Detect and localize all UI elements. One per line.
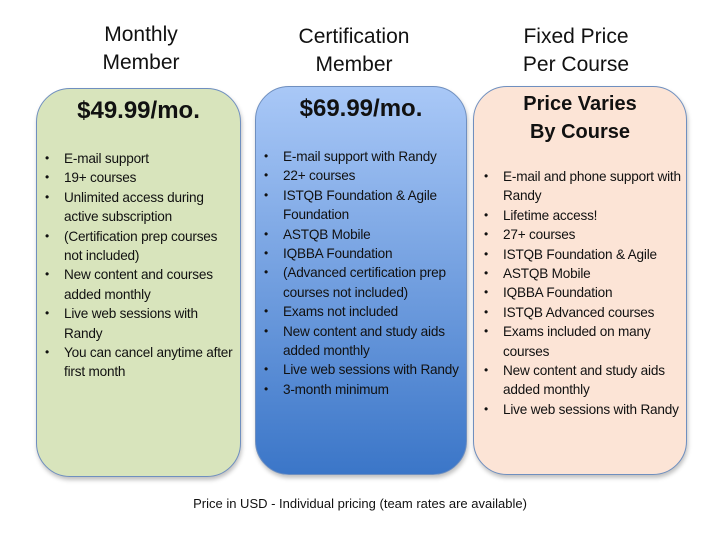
title-line: Monthly <box>104 23 178 46</box>
feature-item: (Advanced certification prep courses not… <box>264 263 464 302</box>
feature-list: E-mail and phone support with RandyLifet… <box>484 167 684 420</box>
feature-item: New content and study aids added monthly <box>264 322 464 361</box>
feature-item: IQBBA Foundation <box>264 244 464 264</box>
feature-item: Lifetime access! <box>484 206 684 226</box>
feature-item: E-mail support <box>45 149 237 169</box>
feature-item: 22+ courses <box>264 166 464 186</box>
plan-price: Price Varies By Course <box>474 90 686 146</box>
title-line: Member <box>315 53 393 76</box>
feature-item: IQBBA Foundation <box>484 283 684 303</box>
feature-list: E-mail support19+ coursesUnlimited acces… <box>45 149 237 382</box>
feature-item: Live web sessions with Randy <box>45 304 237 343</box>
feature-item: Live web sessions with Randy <box>264 360 464 380</box>
feature-item: You can cancel anytime after first month <box>45 343 237 382</box>
feature-item: Exams not included <box>264 302 464 322</box>
feature-item: ISTQB Advanced courses <box>484 303 684 323</box>
plan-price: $69.99/mo. <box>299 95 423 122</box>
plan-card-certification: $69.99/mo. E-mail support with Randy22+ … <box>255 86 467 475</box>
feature-item: New content and study aids added monthly <box>484 361 684 400</box>
title-line: Member <box>102 51 180 74</box>
feature-item: ASTQB Mobile <box>484 264 684 284</box>
feature-item: E-mail and phone support with Randy <box>484 167 684 206</box>
feature-item: ISTQB Foundation & Agile Foundation <box>264 186 464 225</box>
feature-item: 27+ courses <box>484 225 684 245</box>
plan-card-fixed: Price Varies By Course E-mail and phone … <box>473 86 687 475</box>
feature-item: 3-month minimum <box>264 380 464 400</box>
feature-item: New content and courses added monthly <box>45 265 237 304</box>
plan-title-certification: Certification Member <box>244 23 464 79</box>
title-line: Per Course <box>522 53 630 76</box>
plan-title-fixed: Fixed Price Per Course <box>466 23 686 79</box>
feature-item: (Certification prep courses not included… <box>45 227 237 266</box>
pricing-footnote: Price in USD - Individual pricing (team … <box>193 496 527 511</box>
price-line: By Course <box>529 121 631 143</box>
title-line: Fixed Price <box>523 25 629 48</box>
feature-item: Live web sessions with Randy <box>484 400 684 420</box>
plan-price: $49.99/mo. <box>77 97 200 124</box>
feature-item: Exams included on many courses <box>484 322 684 361</box>
plan-title-monthly: Monthly Member <box>31 21 251 77</box>
price-line: Price Varies <box>523 93 637 115</box>
feature-item: ISTQB Foundation & Agile <box>484 245 684 265</box>
plan-card-monthly: $49.99/mo. E-mail support19+ coursesUnli… <box>36 88 241 477</box>
title-line: Certification <box>298 25 410 48</box>
feature-list: E-mail support with Randy22+ coursesISTQ… <box>264 147 464 400</box>
feature-item: Unlimited access during active subscript… <box>45 188 237 227</box>
feature-item: ASTQB Mobile <box>264 225 464 245</box>
feature-item: E-mail support with Randy <box>264 147 464 167</box>
feature-item: 19+ courses <box>45 168 237 188</box>
